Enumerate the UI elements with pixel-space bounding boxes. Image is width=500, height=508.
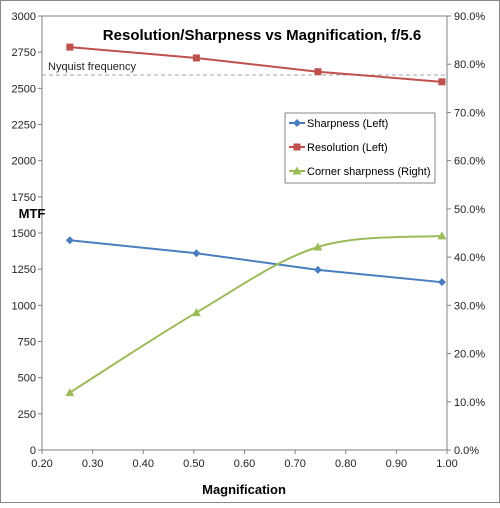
reference-line-group: Nyquist frequency: [42, 61, 447, 76]
data-point-triangle: [437, 231, 447, 240]
y-tick-label: 2750: [12, 47, 36, 59]
x-tick-label: 0.40: [133, 458, 154, 470]
y2-tick-label: 20.0%: [454, 349, 485, 361]
data-point-square: [293, 143, 301, 151]
x-tick-label: 0.20: [31, 458, 52, 470]
x-tick-label: 0.60: [234, 458, 255, 470]
data-point-diamond: [293, 119, 301, 127]
legend-box: [284, 112, 436, 184]
x-tick-label: 0.90: [386, 458, 407, 470]
x-tick-label: 0.70: [284, 458, 305, 470]
series-3: [65, 231, 447, 397]
data-point-triangle: [292, 166, 302, 175]
data-point-diamond: [313, 265, 322, 274]
x-tick-label: 0.50: [183, 458, 204, 470]
y-tick-label: 500: [18, 373, 36, 385]
legend-label: Corner sharpness (Right): [307, 166, 431, 178]
y2-tick-label: 50.0%: [454, 204, 485, 216]
y2-tick-label: 90.0%: [454, 11, 485, 23]
data-point-diamond: [65, 236, 74, 245]
y-tick-label: 1500: [12, 228, 36, 240]
x-axis-title: Magnification: [202, 482, 286, 497]
y2-tick-label: 70.0%: [454, 107, 485, 119]
legend: Sharpness (Left) Resolution (Left) Corner …: [284, 112, 436, 184]
y2-tick-label: 0.0%: [454, 445, 479, 457]
y-tick-label: 2250: [12, 120, 36, 132]
x-tick-label: 0.80: [335, 458, 356, 470]
data-point-square: [314, 68, 322, 76]
y-tick-label: 1000: [12, 300, 36, 312]
y2-tick-label: 10.0%: [454, 397, 485, 409]
series-line: [69, 46, 443, 83]
y-tick-label: 250: [18, 409, 36, 421]
data-point-square: [66, 43, 74, 51]
y2-tick-label: 80.0%: [454, 59, 485, 71]
y-tick-label: 1250: [12, 264, 36, 276]
y-tick-label: 0: [30, 445, 36, 457]
nyquist-label: Nyquist frequency: [48, 61, 137, 73]
data-point-square: [192, 54, 200, 62]
y-axis-title: MTF: [19, 206, 46, 221]
legend-label: Sharpness (Left): [307, 118, 388, 130]
axes-group: 0 250 500 750 1000 1250 1500 1750 2000 2250 2500 27…: [12, 11, 486, 470]
plot-area: [41, 15, 448, 451]
y-tick-label: 2000: [12, 156, 36, 168]
data-point-diamond: [437, 278, 446, 287]
series-line: [69, 239, 443, 284]
legend-label: Resolution (Left): [307, 142, 388, 154]
y-tick-label: 1750: [12, 192, 36, 204]
chart-title: Resolution/Sharpness vs Magnification, f…: [103, 27, 421, 44]
x-tick-label: 1.00: [436, 458, 457, 470]
data-point-square: [438, 78, 446, 86]
series-line: [69, 234, 443, 394]
data-point-triangle: [313, 242, 323, 251]
series-1: [65, 236, 446, 287]
y2-tick-label: 30.0%: [454, 300, 485, 312]
y-tick-label: 750: [18, 337, 36, 349]
data-point-diamond: [192, 249, 201, 258]
data-point-triangle: [191, 308, 201, 317]
series-group: [65, 43, 447, 397]
data-point-triangle: [65, 388, 75, 397]
y-tick-label: 3000: [12, 11, 36, 23]
x-tick-label: 0.30: [82, 458, 103, 470]
y-tick-label: 2500: [12, 83, 36, 95]
y2-tick-label: 40.0%: [454, 252, 485, 264]
y2-tick-label: 60.0%: [454, 156, 485, 168]
series-2: [66, 43, 446, 86]
